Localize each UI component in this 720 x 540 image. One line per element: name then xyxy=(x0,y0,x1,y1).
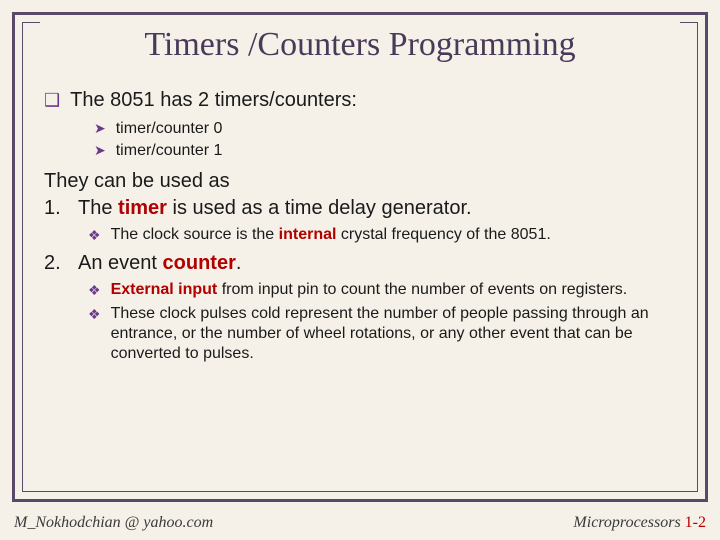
diamond-bullet: ❖ External input from input pin to count… xyxy=(88,280,682,300)
arrow-icon: ➤ xyxy=(94,119,106,139)
diamond-icon: ❖ xyxy=(88,304,101,324)
sub-text: timer/counter 0 xyxy=(116,119,223,139)
diamond-icon: ❖ xyxy=(88,225,101,245)
t-red: External input xyxy=(111,281,218,298)
footer-course: Microprocessors 1-2 xyxy=(573,514,706,532)
t: crystal frequency of the 8051. xyxy=(336,226,550,243)
t: An event xyxy=(78,252,163,274)
arrow-icon: ➤ xyxy=(94,141,106,161)
slide-title: Timers /Counters Programming xyxy=(40,20,680,70)
numbered-item: 1. The timer is used as a time delay gen… xyxy=(44,196,682,221)
item-number: 2. xyxy=(44,251,78,276)
t: . xyxy=(236,252,242,274)
footer-author: M_Nokhodchian @ yahoo.com xyxy=(14,514,213,532)
footer-course-text: Microprocessors xyxy=(573,514,684,531)
slide: Timers /Counters Programming ❑ The 8051 … xyxy=(0,0,720,540)
numbered-item: 2. An event counter. xyxy=(44,251,682,276)
diamond-text: These clock pulses cold represent the nu… xyxy=(111,304,682,364)
item-number: 1. xyxy=(44,196,78,221)
item-text: The timer is used as a time delay genera… xyxy=(78,196,472,221)
diamond-text: External input from input pin to count t… xyxy=(111,280,628,300)
t-red: counter xyxy=(163,252,236,274)
t: is used as a time delay generator. xyxy=(167,197,472,219)
t: The xyxy=(78,197,118,219)
diamond-text: The clock source is the internal crystal… xyxy=(111,225,551,245)
bullet-main: ❑ The 8051 has 2 timers/counters: xyxy=(38,88,682,113)
sub-bullet: ➤ timer/counter 1 xyxy=(94,141,682,161)
sub-bullet: ➤ timer/counter 0 xyxy=(94,119,682,139)
t: from input pin to count the number of ev… xyxy=(217,281,627,298)
item-text: An event counter. xyxy=(78,251,241,276)
sub-text: timer/counter 1 xyxy=(116,141,223,161)
diamond-bullet: ❖ The clock source is the internal cryst… xyxy=(88,225,682,245)
plain-text: They can be used as xyxy=(44,169,682,194)
diamond-icon: ❖ xyxy=(88,280,101,300)
square-bullet-icon: ❑ xyxy=(44,88,60,112)
main-text: The 8051 has 2 timers/counters: xyxy=(70,88,357,113)
slide-content: ❑ The 8051 has 2 timers/counters: ➤ time… xyxy=(38,88,682,367)
t-red: internal xyxy=(279,226,337,243)
t-red: timer xyxy=(118,197,167,219)
t: The clock source is the xyxy=(111,226,279,243)
footer-page-number: 1-2 xyxy=(685,514,706,531)
diamond-bullet: ❖ These clock pulses cold represent the … xyxy=(88,304,682,364)
